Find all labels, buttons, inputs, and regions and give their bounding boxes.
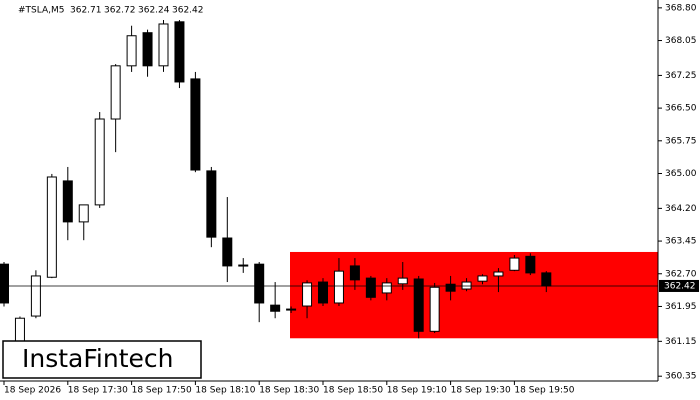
y-tick-label: 365.00 <box>665 169 697 179</box>
bear-body <box>142 32 153 67</box>
bear-body <box>190 78 201 171</box>
header-value: 362.71 <box>70 6 102 16</box>
bull-body <box>126 35 137 67</box>
x-tick-label: 18 Sep 19:30 <box>451 386 511 396</box>
bear-body <box>222 237 233 267</box>
bull-body <box>94 118 105 206</box>
bull-body <box>158 23 169 67</box>
x-tick-label: 18 Sep 19:10 <box>387 386 447 396</box>
bear-body <box>525 255 536 274</box>
y-tick-label: 365.75 <box>665 136 697 146</box>
bear-body <box>445 283 456 292</box>
x-tick-label: 18 Sep 17:50 <box>132 386 192 396</box>
bull-body <box>46 176 57 278</box>
logo-box <box>2 340 202 379</box>
y-tick-label: 366.50 <box>665 104 697 114</box>
pattern-zone <box>290 251 658 339</box>
bear-body <box>413 278 424 332</box>
y-tick-label: 368.80 <box>665 3 697 13</box>
bear-body <box>541 272 552 287</box>
bear-body <box>62 180 73 223</box>
bull-body <box>397 277 408 285</box>
bull-body <box>110 65 121 120</box>
x-tick-label: 18 Sep 17:30 <box>68 386 128 396</box>
bull-body <box>333 270 344 304</box>
header-value: 362.72 <box>104 6 136 16</box>
header-value: 362.24 <box>138 6 170 16</box>
bear-body <box>0 263 9 304</box>
last-price-box <box>659 279 699 292</box>
y-tick-label: 361.95 <box>665 302 697 312</box>
bull-body <box>493 271 504 277</box>
x-tick-label: 18 Sep 18:30 <box>259 386 319 396</box>
x-tick-label: 18 Sep 19:50 <box>514 386 574 396</box>
bull-body <box>286 308 297 311</box>
bull-body <box>509 257 520 271</box>
y-tick-label: 361.15 <box>665 337 697 347</box>
bear-body <box>270 304 281 312</box>
bull-body <box>461 281 472 290</box>
x-tick-label: 18 Sep 2026 <box>4 386 61 396</box>
y-tick-label: 363.45 <box>665 237 697 247</box>
bull-body <box>429 286 440 332</box>
zone-layer <box>290 251 658 339</box>
bear-body <box>365 277 376 298</box>
y-tick-label: 368.05 <box>665 36 697 46</box>
y-tick-label: 362.70 <box>665 269 697 279</box>
bear-body <box>174 21 185 83</box>
bear-body <box>318 281 328 304</box>
y-tick-label: 364.20 <box>665 204 697 214</box>
bull-body <box>14 317 25 344</box>
y-tick-label: 360.35 <box>665 372 697 382</box>
header-symbol: #TSLA,M5 <box>18 6 64 16</box>
bull-body <box>477 275 488 282</box>
bull-body <box>78 204 89 223</box>
x-tick-label: 18 Sep 18:50 <box>323 386 383 396</box>
y-tick-label: 367.25 <box>665 71 697 81</box>
logo: InstaFintech <box>22 344 174 373</box>
bear-body <box>206 170 217 238</box>
bear-body <box>254 263 265 304</box>
bear-body <box>349 265 360 281</box>
bull-body <box>238 264 249 267</box>
header-value: 362.42 <box>172 6 204 16</box>
x-tick-label: 18 Sep 18:10 <box>195 386 255 396</box>
bull-body <box>381 282 392 294</box>
bull-body <box>302 282 313 307</box>
bull-body <box>30 275 41 317</box>
plot <box>0 20 658 346</box>
last-price-label: 362.42 <box>664 281 696 291</box>
